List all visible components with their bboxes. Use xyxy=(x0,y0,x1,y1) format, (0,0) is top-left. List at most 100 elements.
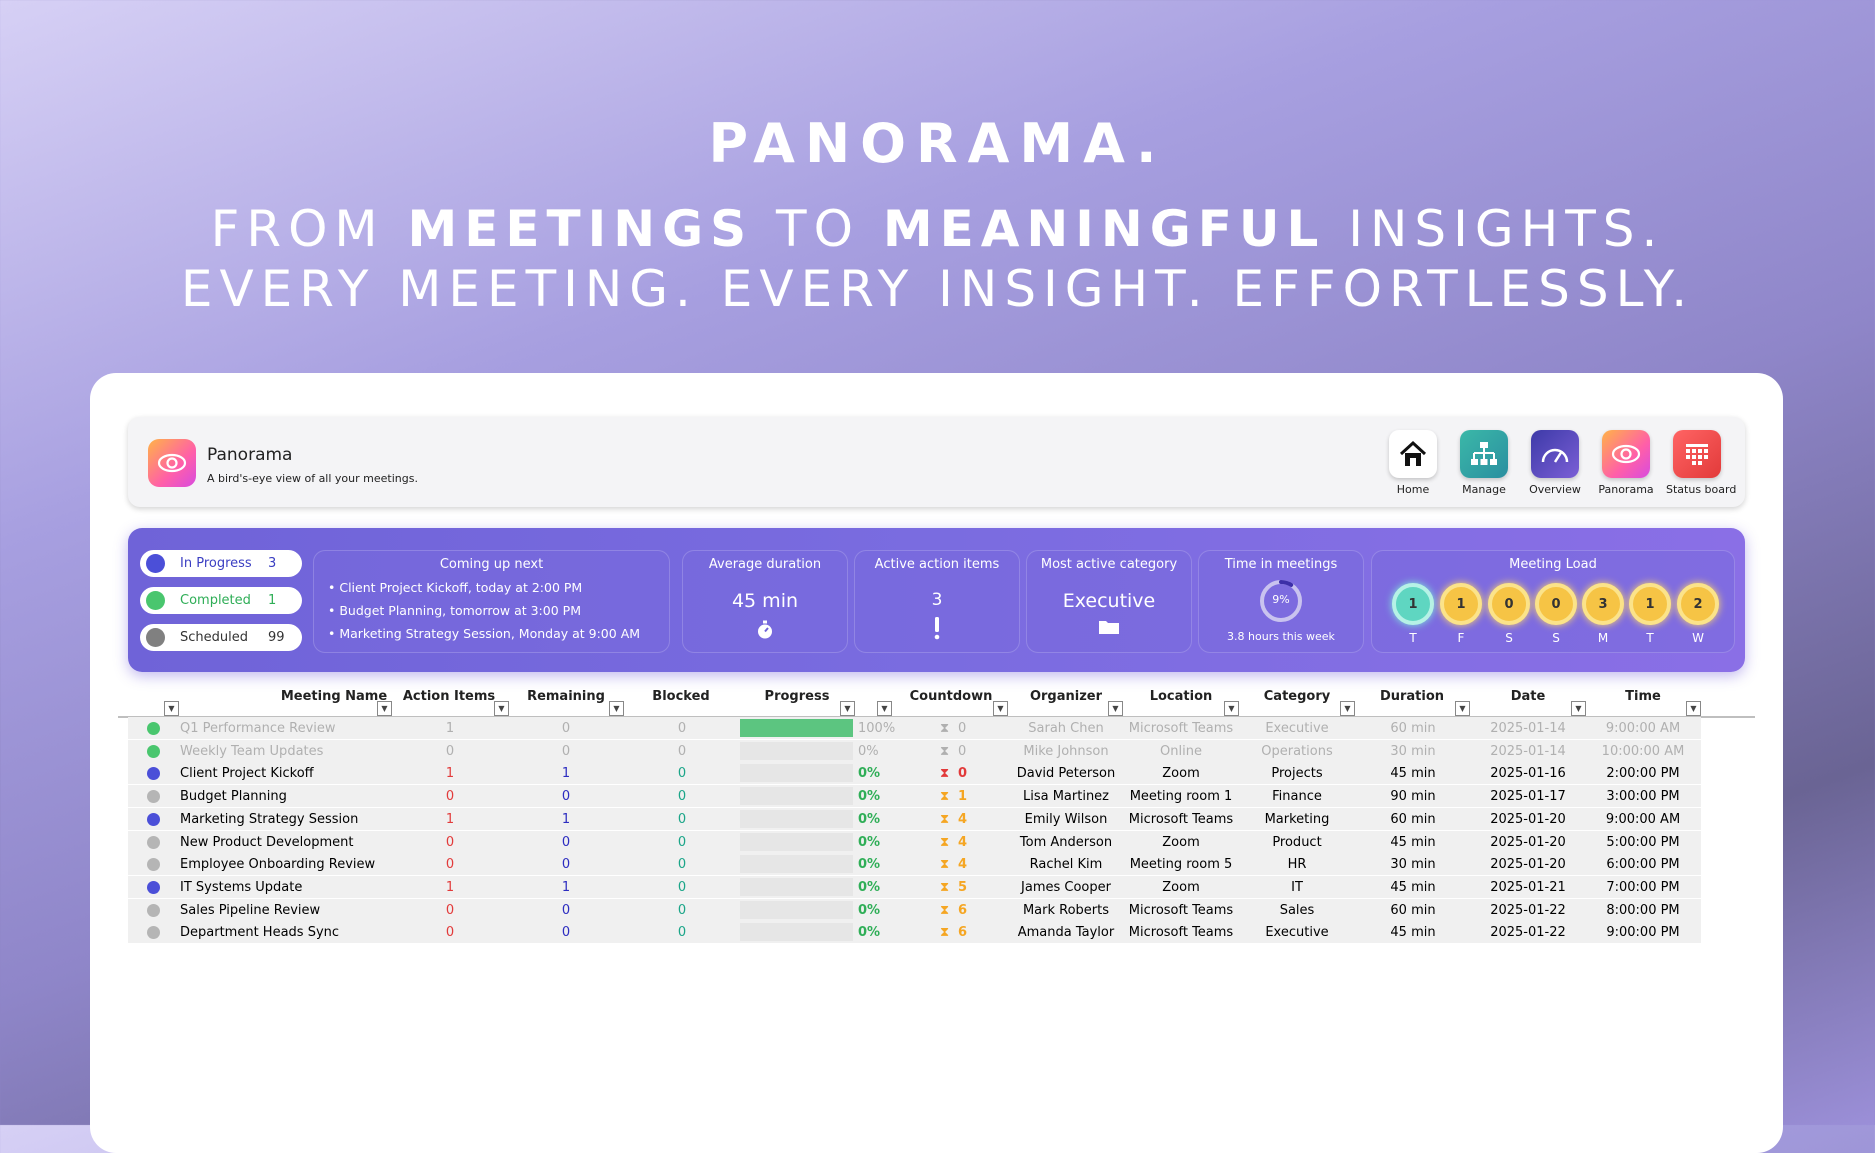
meeting-name[interactable]: Marketing Strategy Session xyxy=(180,811,359,827)
status-completed[interactable]: Completed 1 xyxy=(140,587,302,614)
status-dot xyxy=(146,554,165,573)
column-header[interactable]: Remaining xyxy=(527,689,605,704)
table-row[interactable]: Marketing Strategy Session 1 1 0 Emily Wilso… xyxy=(128,807,1701,831)
category-value: Executive xyxy=(1062,590,1156,612)
day-load-circle: 0 xyxy=(1488,583,1530,625)
meeting-name[interactable]: Client Project Kickoff xyxy=(180,766,314,782)
filter-dropdown-icon[interactable]: ▼ xyxy=(494,701,509,716)
active-items-value: 3 xyxy=(931,590,943,610)
tagline-part: INSIGHTS. xyxy=(1325,200,1665,258)
column-header[interactable]: Meeting Name xyxy=(280,689,388,704)
column-header[interactable]: Blocked xyxy=(652,689,710,704)
cell-location: Zoom xyxy=(1162,766,1200,782)
nav-manage[interactable]: Manage xyxy=(1453,430,1515,496)
table-row[interactable]: Employee Onboarding Review 0 0 0 Rachel Kim M… xyxy=(128,853,1701,877)
upcoming-item: • Marketing Strategy Session, Monday at … xyxy=(328,626,641,641)
table-row[interactable]: Sales Pipeline Review 0 0 0 Mark Roberts Micr… xyxy=(128,898,1701,922)
cell-date: 2025-01-17 xyxy=(1490,789,1566,805)
filter-dropdown-icon[interactable]: ▼ xyxy=(164,701,179,716)
meeting-name[interactable]: Budget Planning xyxy=(180,789,287,805)
panorama-logo-icon xyxy=(148,439,196,487)
filter-dropdown-icon[interactable]: ▼ xyxy=(993,701,1008,716)
hourglass-icon: ⧗ xyxy=(940,743,950,759)
table-row[interactable]: Budget Planning 0 0 0 Lisa Martinez Meeting r… xyxy=(128,785,1701,809)
nav-panorama[interactable]: Panorama xyxy=(1595,430,1657,496)
filter-dropdown-icon[interactable]: ▼ xyxy=(1340,701,1355,716)
eye-icon xyxy=(1602,430,1650,478)
filter-dropdown-icon[interactable]: ▼ xyxy=(1686,701,1701,716)
cell-blocked: 0 xyxy=(677,789,687,805)
column-header[interactable]: Time xyxy=(1625,689,1661,704)
column-header[interactable]: Location xyxy=(1149,689,1213,704)
table-row[interactable]: Department Heads Sync 0 0 0 Amanda Taylor Mic… xyxy=(128,921,1701,945)
table-row[interactable]: Weekly Team Updates 0 0 0 Mike Johnson Online… xyxy=(128,739,1701,763)
cell-time: 3:00:00 PM xyxy=(1606,789,1680,805)
nav-status-board[interactable]: Status board xyxy=(1666,430,1736,496)
column-header[interactable]: Duration xyxy=(1379,689,1445,704)
column-header[interactable]: Category xyxy=(1263,689,1331,704)
meeting-name[interactable]: Department Heads Sync xyxy=(180,925,340,941)
cell-location: Microsoft Teams xyxy=(1128,925,1234,941)
countdown-value: 5 xyxy=(958,879,968,895)
avg-duration-tile: Average duration 45 min xyxy=(682,550,848,653)
filter-dropdown-icon[interactable]: ▼ xyxy=(1571,701,1586,716)
filter-dropdown-icon[interactable]: ▼ xyxy=(840,701,855,716)
table-row[interactable]: Client Project Kickoff 1 1 0 David Peterson Z… xyxy=(128,762,1701,786)
meeting-name[interactable]: Sales Pipeline Review xyxy=(180,902,321,918)
table-row[interactable]: IT Systems Update 1 1 0 James Cooper Zoom IT 45… xyxy=(128,875,1701,899)
tagline-part: TO xyxy=(753,200,883,258)
column-header[interactable]: Date xyxy=(1510,689,1546,704)
status-in-progress[interactable]: In Progress 3 xyxy=(140,550,302,577)
countdown-value: 6 xyxy=(958,902,968,918)
meeting-name[interactable]: Weekly Team Updates xyxy=(180,743,324,759)
cell-duration: 45 min xyxy=(1390,925,1436,941)
status-dot xyxy=(147,722,160,735)
filter-dropdown-icon[interactable]: ▼ xyxy=(377,701,392,716)
tile-title: Meeting Load xyxy=(1509,557,1597,572)
home-icon xyxy=(1389,430,1437,478)
filter-dropdown-icon[interactable]: ▼ xyxy=(609,701,624,716)
tagline-part: FROM xyxy=(210,200,408,258)
coming-up-tile: Coming up next • Client Project Kickoff,… xyxy=(313,550,670,653)
progress-bar xyxy=(740,923,853,942)
status-dot xyxy=(147,812,160,826)
meeting-name[interactable]: Q1 Performance Review xyxy=(180,721,336,736)
tile-title: Coming up next xyxy=(439,557,544,572)
cell-location: Microsoft Teams xyxy=(1128,811,1234,827)
cell-location: Zoom xyxy=(1162,834,1200,850)
cell-actions: 1 xyxy=(445,721,455,736)
status-scheduled[interactable]: Scheduled 99 xyxy=(140,624,302,651)
cell-date: 2025-01-16 xyxy=(1490,766,1566,782)
column-header[interactable]: Organizer xyxy=(1029,689,1103,704)
cell-duration: 45 min xyxy=(1390,766,1436,782)
category-tile: Most active category Executive xyxy=(1026,550,1192,653)
filter-dropdown-icon[interactable]: ▼ xyxy=(1108,701,1123,716)
countdown-value: 0 xyxy=(958,743,967,759)
nav-home[interactable]: Home xyxy=(1382,430,1444,496)
status-dot xyxy=(147,790,160,804)
meeting-name[interactable]: IT Systems Update xyxy=(180,879,303,895)
progress-bar xyxy=(740,719,853,737)
cell-date: 2025-01-21 xyxy=(1490,879,1566,895)
filter-dropdown-icon[interactable]: ▼ xyxy=(877,701,892,716)
cell-category: Marketing xyxy=(1264,811,1330,827)
filter-dropdown-icon[interactable]: ▼ xyxy=(1224,701,1239,716)
nav-overview[interactable]: Overview xyxy=(1524,430,1586,496)
column-header[interactable]: Action Items xyxy=(402,689,496,704)
cell-duration: 60 min xyxy=(1390,902,1436,918)
cell-organizer: Mark Roberts xyxy=(1022,902,1110,918)
filter-dropdown-icon[interactable]: ▼ xyxy=(1455,701,1470,716)
time-caption: 3.8 hours this week xyxy=(1227,630,1335,643)
day-load-circle: 3 xyxy=(1582,583,1624,625)
cell-remaining: 0 xyxy=(561,743,571,759)
status-dot xyxy=(147,858,160,872)
column-header[interactable]: Countdown xyxy=(909,689,993,704)
table-row[interactable]: New Product Development 0 0 0 Tom Anderson Zo… xyxy=(128,830,1701,854)
countdown-value: 6 xyxy=(958,925,968,941)
table-row[interactable]: Q1 Performance Review 1 0 0 Sarah Chen Micros… xyxy=(128,717,1701,740)
meeting-name[interactable]: Employee Onboarding Review xyxy=(180,857,376,873)
org-chart-icon xyxy=(1460,430,1508,478)
column-header[interactable]: Progress xyxy=(764,689,830,704)
cell-remaining: 0 xyxy=(561,789,571,805)
meeting-name[interactable]: New Product Development xyxy=(180,834,354,850)
